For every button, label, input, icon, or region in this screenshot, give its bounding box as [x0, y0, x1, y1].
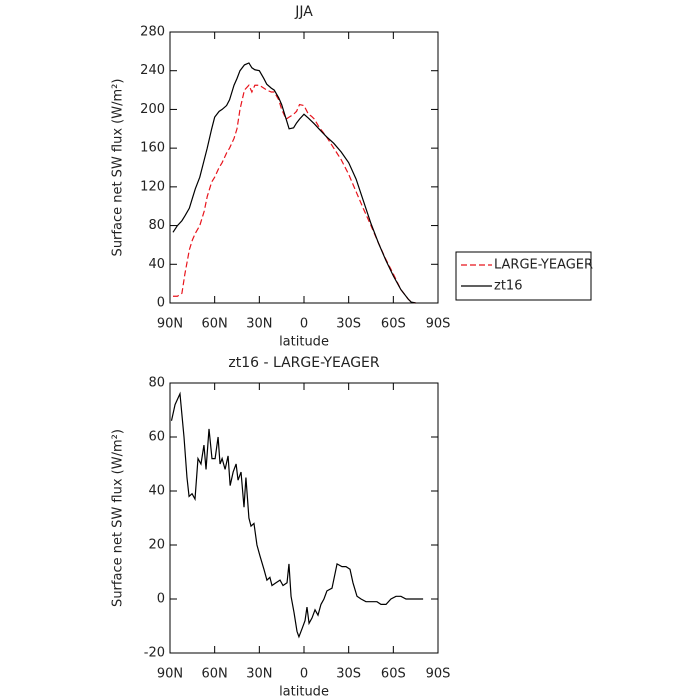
- legend-label: LARGE-YEAGER: [494, 258, 593, 273]
- data-line: [172, 84, 416, 304]
- legend-label: zt16: [494, 279, 522, 294]
- y-tick-label: 80: [148, 218, 165, 233]
- x-tick-label: 30N: [246, 317, 272, 332]
- y-tick-label: 120: [140, 179, 165, 194]
- y-tick-label: 40: [148, 484, 165, 499]
- plot-frame: [169, 382, 439, 654]
- y-tick-label: 240: [140, 63, 165, 78]
- x-tick-label: 0: [300, 667, 308, 682]
- y-axis-label: Surface net SW flux (W/m²): [111, 429, 126, 607]
- x-tick-label: 90N: [157, 667, 183, 682]
- x-tick-label: 0: [300, 317, 308, 332]
- y-tick-label: 20: [148, 538, 165, 553]
- x-tick-label: 30S: [336, 667, 361, 682]
- x-tick-label: 90S: [426, 317, 451, 332]
- y-tick-label: 200: [140, 102, 165, 117]
- plot-frame: [169, 31, 439, 304]
- legend-box: [455, 251, 592, 301]
- chart-title: zt16 - LARGE-YEAGER: [228, 355, 380, 371]
- x-axis-label: latitude: [279, 335, 329, 350]
- chart-title: JJA: [294, 4, 313, 20]
- x-tick-label: 60S: [381, 317, 406, 332]
- y-axis-label: Surface net SW flux (W/m²): [111, 79, 126, 257]
- x-tick-label: 60S: [381, 667, 406, 682]
- y-tick-label: 0: [157, 296, 165, 311]
- y-tick-label: 60: [148, 430, 165, 445]
- y-tick-label: -20: [144, 646, 165, 661]
- y-tick-label: 0: [157, 592, 165, 607]
- x-tick-label: 30S: [336, 317, 361, 332]
- x-tick-label: 60N: [202, 317, 228, 332]
- data-line: [170, 391, 424, 639]
- x-axis-label: latitude: [279, 685, 329, 700]
- y-tick-label: 160: [140, 141, 165, 156]
- y-tick-label: 80: [148, 376, 165, 391]
- x-tick-label: 30N: [246, 667, 272, 682]
- x-tick-label: 60N: [202, 667, 228, 682]
- y-tick-label: 40: [148, 257, 165, 272]
- data-line: [172, 62, 416, 304]
- x-tick-label: 90N: [157, 317, 183, 332]
- y-tick-label: 280: [140, 25, 165, 40]
- x-tick-label: 90S: [426, 667, 451, 682]
